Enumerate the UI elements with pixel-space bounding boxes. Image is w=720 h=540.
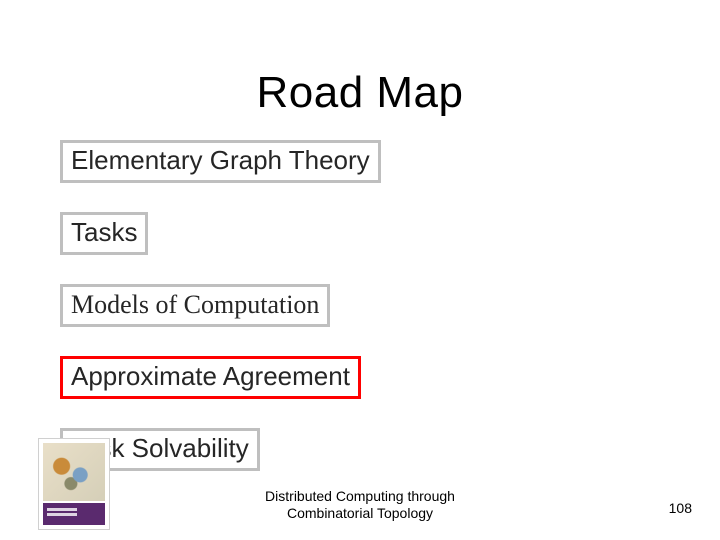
footer-line-1: Distributed Computing through <box>265 488 455 504</box>
roadmap-item-2: Models of Computation <box>60 284 330 327</box>
slide-title: Road Map <box>0 68 720 118</box>
roadmap-item-3: Approximate Agreement <box>60 356 361 399</box>
roadmap-item-1: Tasks <box>60 212 148 255</box>
slide: Road Map Elementary Graph Theory Tasks Mod… <box>0 0 720 540</box>
page-number: 108 <box>669 500 692 516</box>
footer-caption: Distributed Computing through Combinator… <box>0 488 720 522</box>
roadmap-item-0: Elementary Graph Theory <box>60 140 381 183</box>
footer-line-2: Combinatorial Topology <box>287 505 433 521</box>
